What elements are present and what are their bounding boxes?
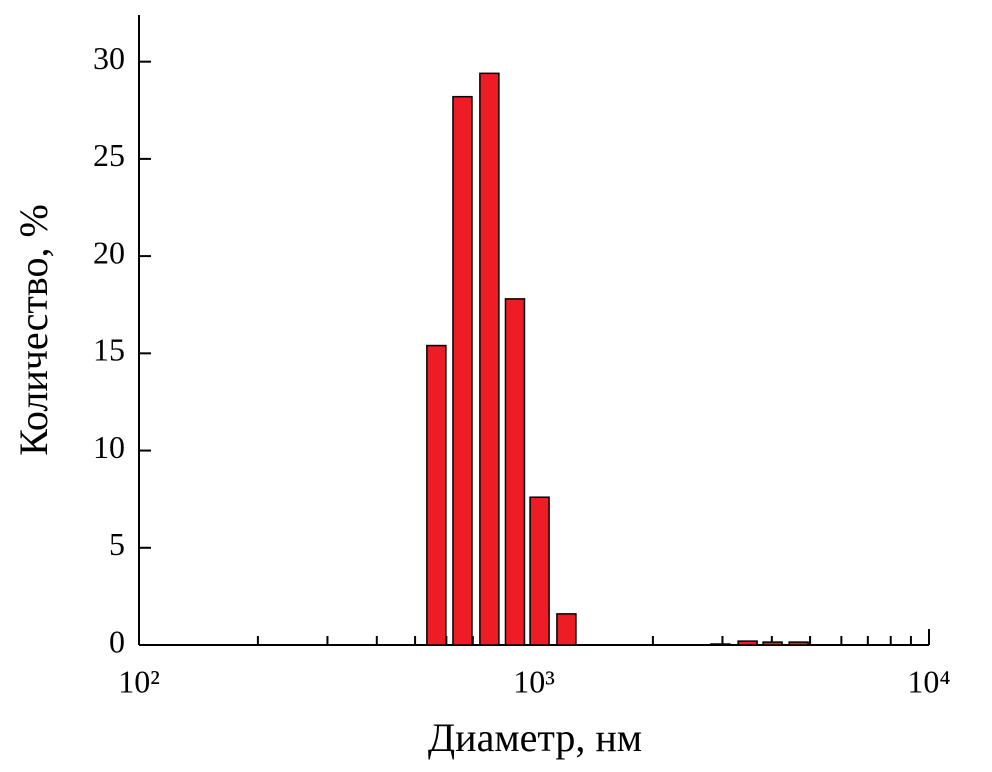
y-tick-label: 10 [93, 429, 125, 465]
bar [737, 640, 758, 646]
y-tick-label: 25 [93, 137, 125, 173]
bar [479, 72, 500, 646]
y-axis-title: Количество, % [11, 204, 56, 456]
x-axis-title: Диаметр, нм [428, 715, 642, 760]
bar [788, 641, 809, 646]
x-tick-label: 10⁴ [907, 663, 950, 699]
y-tick-label: 5 [109, 526, 125, 562]
bar [529, 496, 550, 646]
bar [504, 298, 526, 646]
y-tick-label: 0 [109, 623, 125, 659]
bar [426, 344, 447, 646]
y-tick-label: 30 [93, 40, 125, 76]
y-tick-label: 20 [93, 234, 125, 270]
x-tick-label: 10² [118, 663, 160, 699]
bar [762, 641, 783, 646]
y-tick-label: 15 [93, 332, 125, 368]
bar [452, 95, 473, 646]
x-tick-label: 10³ [513, 663, 555, 699]
bar [710, 643, 731, 646]
bar [556, 613, 577, 646]
